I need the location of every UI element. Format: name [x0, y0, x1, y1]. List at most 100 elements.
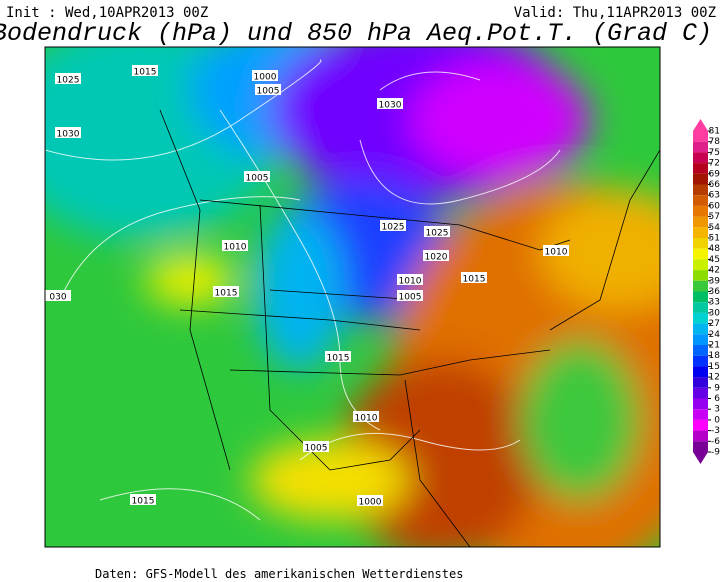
colorbar-segment	[693, 345, 708, 356]
colorbar-tick-label: -3	[711, 426, 720, 436]
isobar-label-box	[461, 272, 487, 283]
colorbar-bottom-arrow	[693, 452, 708, 464]
colorbar-segment	[693, 173, 708, 185]
isobar-label: 1005	[399, 293, 422, 303]
colorbar-segment	[693, 248, 708, 260]
isobar-label: 1030	[57, 130, 80, 140]
isobar-label-box	[543, 245, 569, 256]
colorbar-tick-label: 78	[709, 137, 721, 147]
isobar-label-box	[377, 98, 403, 109]
colorbar-segment	[693, 216, 708, 228]
colorbar-segment	[693, 163, 708, 174]
isobar-label: 1015	[215, 289, 238, 299]
isobar-label-box	[55, 73, 81, 84]
colorbar-segment	[693, 141, 708, 153]
colorbar-segment	[693, 152, 708, 164]
colorbar-tick-label: 30	[709, 308, 721, 318]
isobar-label: 1025	[426, 229, 449, 239]
colorbar-segment	[693, 195, 708, 206]
colorbar-tick-label: 51	[709, 234, 720, 244]
colorbar-tick-label: 3	[714, 405, 720, 415]
isobar-label: 1010	[545, 248, 568, 258]
colorbar-segment	[693, 291, 708, 303]
colorbar-segment	[693, 270, 708, 281]
colorbar-tick-label: 21	[709, 341, 720, 351]
colorbar-tick-label: 6	[714, 394, 720, 404]
colorbar-tick-label: 48	[709, 244, 721, 254]
footer: Daten: GFS-Modell des amerikanischen Wet…	[95, 567, 463, 581]
isobar-label: 1000	[359, 498, 382, 508]
colorbar-segment	[693, 387, 708, 399]
isobar-label-box	[423, 250, 449, 261]
colorbar-tick-label: 0	[714, 415, 720, 425]
isobar-label-box	[303, 441, 329, 452]
colorbar-tick-label: 72	[709, 159, 720, 169]
colorbar-segment	[693, 377, 708, 388]
colorbar-segment	[693, 227, 708, 238]
colorbar-segment	[693, 205, 708, 217]
colorbar-tick-label: 9	[714, 383, 720, 393]
colorbar-tick-label: 36	[709, 287, 721, 297]
colorbar-segment	[693, 430, 708, 442]
isobar-label-box	[45, 290, 71, 301]
colorbar-segment	[693, 355, 708, 367]
isobar-label: 1015	[463, 275, 486, 285]
isobar-label: 1015	[327, 354, 350, 364]
colorbar-tick-label: 42	[709, 266, 720, 276]
isobar-label-box	[132, 65, 158, 76]
isobar-label-box	[424, 226, 450, 237]
isobar-label: 1015	[134, 68, 157, 78]
colorbar-tick-label: 57	[709, 212, 720, 222]
isobar-label: 030	[49, 293, 66, 303]
colorbar-tick-label: 15	[709, 362, 720, 372]
colorbar-segment	[693, 419, 708, 431]
isobar-label-box	[397, 290, 423, 301]
isobar-label-box	[130, 494, 156, 505]
isobar-label: 1010	[399, 277, 422, 287]
colorbar-segment	[693, 312, 708, 324]
colorbar-segment	[693, 441, 708, 452]
colorbar-tick-label: -6	[711, 437, 720, 447]
colorbar-segment	[693, 280, 708, 292]
colorbar-tick-label: 54	[709, 223, 721, 233]
isobar-label-box	[55, 127, 81, 138]
colorbar-segment	[693, 238, 708, 249]
colorbar-tick-label: 12	[709, 373, 720, 383]
isobar-label: 1005	[246, 174, 269, 184]
map-title: Bodendruck (hPa) und 850 hPa Aeq.Pot.T. …	[0, 19, 712, 48]
colorbar-tick-label: 24	[709, 330, 721, 340]
colorbar-tick-label: 81	[709, 127, 720, 137]
isobar-label: 1030	[379, 101, 402, 111]
init-time: Init : Wed,10APR2013 00Z	[6, 5, 208, 21]
map-area: 1025 1015 1000 1005 1030 1030 1005 1025 1025 1020…	[45, 47, 660, 547]
map-frame	[44, 46, 661, 548]
isobar-label-box	[397, 274, 423, 285]
colorbar-segment	[693, 259, 708, 271]
colorbar-segment	[693, 366, 708, 378]
colorbar-segment	[693, 323, 708, 335]
isobar-label-box	[213, 286, 239, 297]
colorbar-tick-label: 45	[709, 255, 720, 265]
colorbar-tick-label: 75	[709, 148, 720, 158]
isobar-label: 1010	[224, 243, 247, 253]
colorbar-tick-label: 33	[709, 298, 720, 308]
isobar-label-box	[252, 70, 278, 81]
colorbar-segment	[693, 131, 708, 142]
colorbar-tick-label: 60	[709, 201, 721, 211]
colorbar-tick-label: 18	[709, 351, 721, 361]
isobar-label: 1020	[425, 253, 448, 263]
isobar-label-box	[380, 220, 406, 231]
isobar-label: 1015	[132, 497, 155, 507]
isobar-label-box	[222, 240, 248, 251]
colorbar-segment	[693, 409, 708, 420]
colorbar-tick-label: 66	[709, 180, 721, 190]
colorbar-top-arrow	[693, 119, 708, 131]
colorbar-tick-label: 69	[709, 169, 721, 179]
isobar-label: 1025	[57, 76, 80, 86]
colorbar-tick-label: 63	[709, 191, 720, 201]
colorbar-tick-label: -9	[711, 448, 720, 458]
isobar-label-box	[357, 495, 383, 506]
isobar-label-box	[353, 411, 379, 422]
isobar-label: 1025	[382, 223, 405, 233]
